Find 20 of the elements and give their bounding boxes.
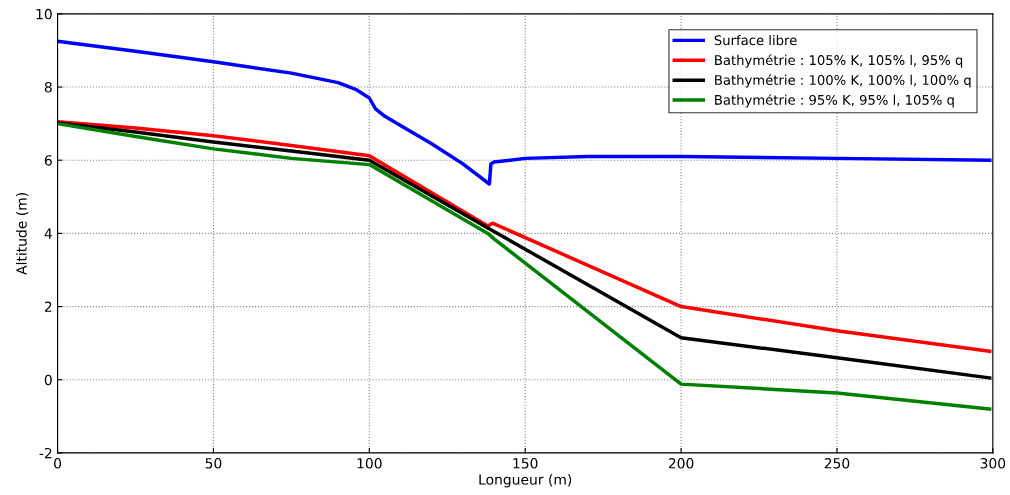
legend-label: Surface libre xyxy=(714,34,797,46)
x-tick-label: 50 xyxy=(205,458,222,469)
legend-label: Bathymétrie : 95% K, 95% l, 105% q xyxy=(715,94,954,108)
y-tick-label: 0 xyxy=(44,374,52,386)
legend-label: Bathymétrie : 100% K, 100% l, 100% q xyxy=(715,74,971,88)
y-tick-label: 8 xyxy=(44,82,52,93)
y-axis-title: Altitude (m) xyxy=(16,193,29,275)
x-tick-label: 250 xyxy=(824,458,850,469)
x-tick-label: 0 xyxy=(54,458,62,469)
legend-label: Bathymétrie : 105% K, 105% l, 95% q xyxy=(715,54,963,68)
x-tick-label: 300 xyxy=(980,458,1006,469)
x-tick-label: 150 xyxy=(513,458,538,469)
x-tick-label: 100 xyxy=(357,458,382,469)
x-axis-title: Longueur (m) xyxy=(479,474,572,488)
y-tick-label: -2 xyxy=(39,447,52,459)
y-tick-label: 6 xyxy=(44,155,52,166)
y-tick-label: 2 xyxy=(44,301,52,312)
y-tick-label: 4 xyxy=(44,228,52,239)
x-tick-label: 200 xyxy=(668,458,694,469)
y-tick-label: 10 xyxy=(36,8,52,20)
